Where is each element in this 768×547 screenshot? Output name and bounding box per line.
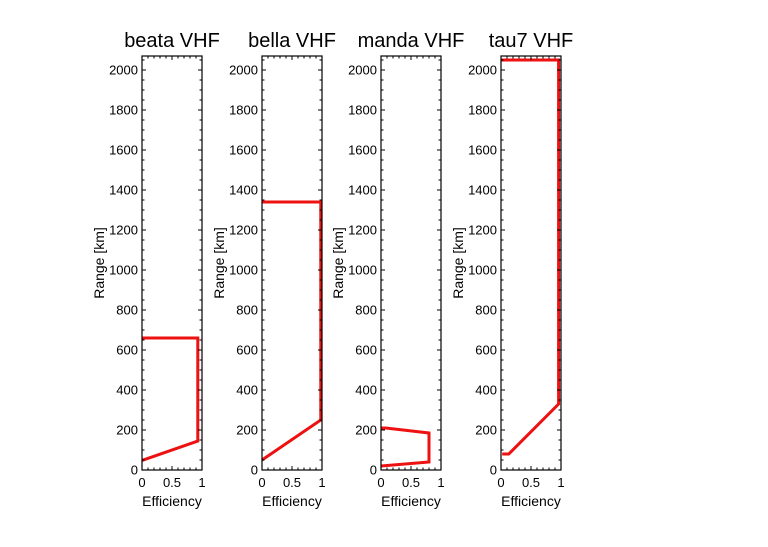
- y-axis-label: Range [km]: [450, 227, 466, 299]
- y-tick-label: 1000: [468, 263, 497, 278]
- axes-box: [500, 55, 562, 471]
- y-tick-label: 0: [131, 463, 138, 478]
- x-tick-label: 0: [258, 475, 265, 490]
- panel-title: tau7 VHF: [489, 30, 573, 52]
- y-tick-label: 1400: [468, 183, 497, 198]
- y-tick-label: 0: [251, 463, 258, 478]
- chart-panel-4: 0 200 400 600 800 1000 1200 1400 1600 1800 2000 0 0.…: [450, 30, 573, 509]
- panel-title: manda VHF: [358, 30, 465, 52]
- y-tick-label: 1200: [348, 223, 377, 238]
- x-axis-label: Efficiency: [262, 493, 322, 509]
- x-tick-label: 0: [377, 475, 384, 490]
- axes-box: [380, 55, 442, 471]
- y-axis-label: Range [km]: [211, 227, 227, 299]
- y-tick-label: 2000: [468, 63, 497, 78]
- chart-panel-2: 0 200 400 600 800 1000 1200 1400 1600 1800 2000 0 0.…: [211, 30, 336, 509]
- x-tick-label: 0: [138, 475, 145, 490]
- efficiency-curve: [501, 58, 561, 456]
- y-tick-label: 1400: [229, 183, 258, 198]
- y-tick-label: 200: [475, 423, 497, 438]
- y-tick-label: 1600: [109, 143, 138, 158]
- y-tick-label: 800: [116, 303, 138, 318]
- panel-title: beata VHF: [124, 30, 220, 52]
- x-axis-label: Efficiency: [381, 493, 441, 509]
- y-tick-label: 200: [355, 423, 377, 438]
- y-tick-label: 400: [236, 383, 258, 398]
- x-tick-label: 1: [318, 475, 325, 490]
- chart-panel-1: 0 200 400 600 800 1000 1200 1400 1600 1800 2000 0 0.…: [91, 30, 220, 509]
- y-tick-label: 1800: [348, 103, 377, 118]
- y-tick-label: 200: [236, 423, 258, 438]
- y-tick-label: 600: [355, 343, 377, 358]
- y-tick-label: 1800: [109, 103, 138, 118]
- y-tick-label: 1200: [109, 223, 138, 238]
- y-tick-label: 2000: [348, 63, 377, 78]
- y-tick-label: 0: [490, 463, 497, 478]
- y-tick-label: 1000: [109, 263, 138, 278]
- x-tick-label: 1: [557, 475, 564, 490]
- y-tick-label: 1000: [229, 263, 258, 278]
- x-tick-label: 0.5: [402, 475, 420, 490]
- y-tick-label: 600: [236, 343, 258, 358]
- y-tick-label: 400: [475, 383, 497, 398]
- panel-title: bella VHF: [248, 30, 336, 52]
- y-tick-label: 1800: [468, 103, 497, 118]
- y-tick-label: 1600: [348, 143, 377, 158]
- x-tick-label: 0: [497, 475, 504, 490]
- chart-panel-3: 0 200 400 600 800 1000 1200 1400 1600 1800 2000 0 0.…: [330, 30, 464, 509]
- x-axis-label: Efficiency: [501, 493, 561, 509]
- y-tick-label: 2000: [109, 63, 138, 78]
- y-tick-label: 600: [116, 343, 138, 358]
- y-tick-label: 1000: [348, 263, 377, 278]
- y-tick-label: 1600: [229, 143, 258, 158]
- x-tick-label: 0.5: [283, 475, 301, 490]
- y-tick-label: 400: [355, 383, 377, 398]
- efficiency-curve: [380, 426, 431, 468]
- axes-box: [141, 55, 203, 471]
- y-tick-label: 1200: [468, 223, 497, 238]
- y-tick-label: 1400: [109, 183, 138, 198]
- x-tick-label: 1: [437, 475, 444, 490]
- y-tick-label: 1200: [229, 223, 258, 238]
- y-tick-label: 800: [236, 303, 258, 318]
- x-axis-label: Efficiency: [142, 493, 202, 509]
- y-tick-label: 800: [475, 303, 497, 318]
- axes-box: [261, 55, 323, 471]
- y-tick-label: 2000: [229, 63, 258, 78]
- y-tick-label: 1800: [229, 103, 258, 118]
- y-tick-label: 1600: [468, 143, 497, 158]
- y-tick-label: 400: [116, 383, 138, 398]
- x-tick-label: 1: [198, 475, 205, 490]
- efficiency-curve: [141, 336, 200, 462]
- y-tick-label: 800: [355, 303, 377, 318]
- y-axis-label: Range [km]: [330, 227, 346, 299]
- y-tick-label: 1400: [348, 183, 377, 198]
- efficiency-curve: [261, 200, 323, 462]
- y-tick-label: 200: [116, 423, 138, 438]
- y-tick-label: 600: [475, 343, 497, 358]
- x-tick-label: 0.5: [163, 475, 181, 490]
- y-axis-label: Range [km]: [91, 227, 107, 299]
- x-tick-label: 0.5: [522, 475, 540, 490]
- y-tick-label: 0: [370, 463, 377, 478]
